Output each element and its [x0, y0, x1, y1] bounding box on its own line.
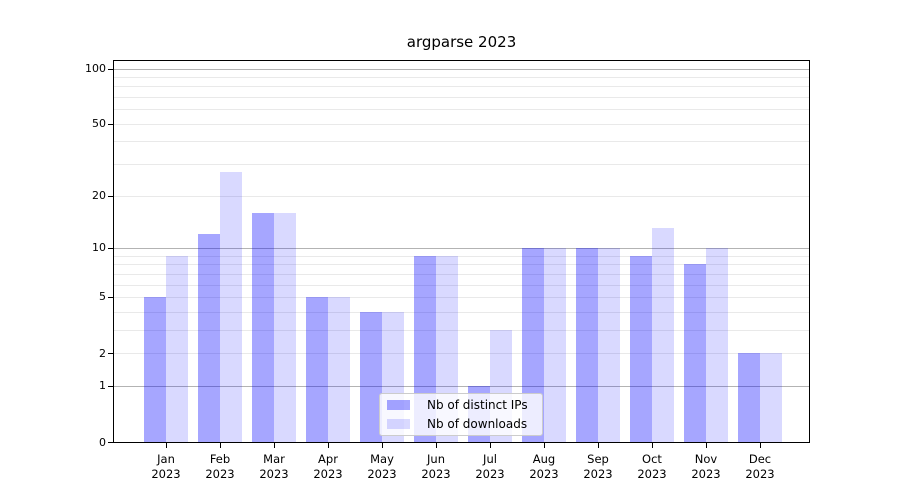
bar-downloads-aug [544, 247, 566, 442]
y-tick-mark [108, 68, 113, 70]
y-tick-label: 1 [99, 379, 106, 393]
bar-distinct-ips-oct [630, 255, 652, 442]
legend-swatch-downloads [387, 419, 410, 429]
plot-area: 0 1 2 5 10 20 50 100 Jan 2023 Feb 2023 Mar 2023 Apr 202… [85, 60, 810, 481]
y-tick-label: 20 [92, 189, 106, 203]
bar-downloads-nov [706, 247, 728, 442]
legend-item-downloads: Nb of downloads [387, 417, 542, 431]
bar-downloads-mar [274, 212, 296, 442]
legend-swatch-distinct-ips [387, 400, 410, 410]
x-tick-label-jan: Jan 2023 [151, 452, 181, 481]
bar-distinct-ips-nov [684, 264, 706, 442]
bar-downloads-dec [760, 353, 782, 442]
x-tick-label-may: May 2023 [367, 452, 397, 481]
y-tick-mark [108, 296, 113, 298]
x-tick-mark [490, 443, 491, 448]
gridline-minor [114, 264, 809, 266]
gridline-minor [114, 123, 809, 125]
x-tick-mark [544, 443, 545, 448]
x-tick-mark [166, 443, 167, 448]
legend-label-downloads: Nb of downloads [427, 417, 528, 431]
bar-downloads-feb [220, 172, 242, 442]
y-tick-label: 100 [85, 62, 106, 75]
bar-downloads-sep [598, 247, 620, 442]
y-tick-mark [108, 247, 113, 249]
x-tick-mark [274, 443, 275, 448]
y-tick-label: 2 [99, 346, 106, 360]
gridline-minor [114, 141, 809, 143]
x-tick-label-apr: Apr 2023 [313, 452, 343, 481]
chart-title: argparse 2023 [406, 33, 517, 51]
x-tick-label-jul: Jul 2023 [475, 452, 505, 481]
legend-item-distinct-ips: Nb of distinct IPs [387, 398, 542, 412]
gridline-minor [114, 195, 809, 197]
gridline-minor [114, 109, 809, 111]
gridline-minor [114, 97, 809, 99]
x-tick-mark [220, 443, 221, 448]
gridline-minor [114, 329, 809, 331]
bar-downloads-oct [652, 228, 674, 442]
x-tick-label-feb: Feb 2023 [205, 452, 235, 481]
legend: Nb of distinct IPs Nb of downloads [379, 393, 543, 436]
x-tick-label-jun: Jun 2023 [421, 452, 451, 481]
gridline-minor [114, 296, 809, 298]
x-tick-label-mar: Mar 2023 [259, 452, 289, 481]
x-tick-label-dec: Dec 2023 [745, 452, 775, 481]
x-tick-mark [382, 443, 383, 448]
x-tick-mark [760, 443, 761, 448]
gridline-minor [114, 284, 809, 286]
y-tick-label: 10 [92, 241, 106, 255]
bar-distinct-ips-sep [576, 247, 598, 442]
gridline-minor [114, 273, 809, 275]
y-tick-label: 5 [99, 290, 106, 304]
bar-distinct-ips-apr [306, 296, 328, 442]
x-tick-label-oct: Oct 2023 [637, 452, 667, 481]
x-tick-mark [328, 443, 329, 448]
bar-distinct-ips-may [360, 311, 382, 442]
x-tick-mark [706, 443, 707, 448]
gridline-minor [114, 353, 809, 355]
y-tick-mark [108, 442, 113, 443]
y-tick-mark [108, 123, 113, 125]
gridline-minor [114, 255, 809, 257]
gridline-major [114, 247, 809, 249]
gridline-minor [114, 164, 809, 166]
legend-label-distinct-ips: Nb of distinct IPs [427, 398, 528, 412]
y-tick-mark [108, 385, 113, 387]
x-tick-mark [652, 443, 653, 448]
gridline-minor [114, 86, 809, 88]
bar-distinct-ips-jan [144, 296, 166, 442]
gridline-minor [114, 311, 809, 313]
x-tick-label-sep: Sep 2023 [583, 452, 613, 481]
y-tick-label: 50 [92, 117, 106, 131]
y-tick-mark [108, 353, 113, 355]
bar-downloads-jan [166, 255, 188, 442]
gridline-major [114, 385, 809, 387]
x-tick-label-aug: Aug 2023 [529, 452, 559, 481]
y-tick-mark [108, 195, 113, 197]
gridline-major [114, 68, 809, 70]
x-tick-label-nov: Nov 2023 [691, 452, 721, 481]
x-tick-mark [598, 443, 599, 448]
bar-distinct-ips-mar [252, 212, 274, 442]
bar-downloads-apr [328, 296, 350, 442]
bar-distinct-ips-dec [738, 353, 760, 442]
gridline-minor [114, 76, 809, 78]
bar-distinct-ips-feb [198, 234, 220, 442]
y-tick-label: 0 [99, 435, 106, 449]
x-tick-mark [436, 443, 437, 448]
